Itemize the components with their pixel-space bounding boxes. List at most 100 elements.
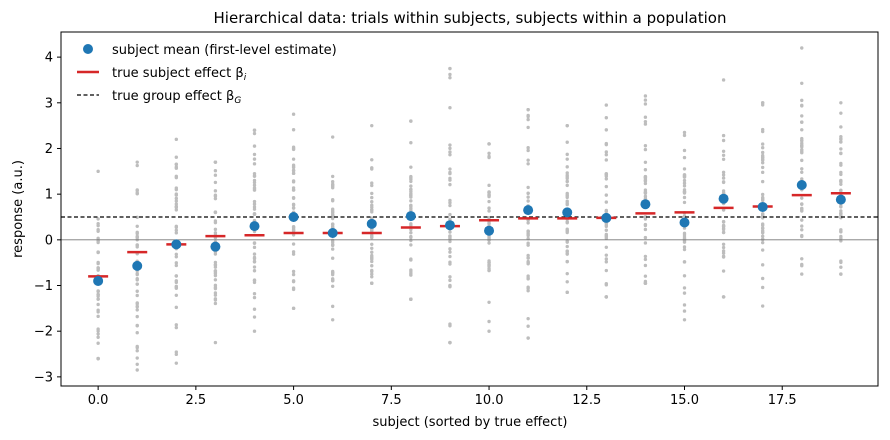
trial-point (643, 190, 648, 194)
trial-point (800, 170, 804, 174)
trial-point (448, 76, 452, 80)
trial-point (174, 323, 179, 327)
trial-point (643, 217, 648, 221)
trial-point (135, 278, 139, 282)
trial-point (330, 278, 335, 283)
trial-point (800, 257, 804, 261)
trial-point (800, 202, 804, 206)
trial-point (604, 193, 609, 197)
trial-point (526, 117, 530, 122)
trial-point (682, 309, 687, 313)
trial-point (565, 259, 569, 264)
trial-point (760, 129, 765, 134)
trial-point (565, 229, 569, 233)
trial-point (174, 174, 179, 178)
trial-point (604, 283, 609, 287)
trial-point (487, 263, 491, 267)
trial-point (409, 189, 413, 194)
trial-point (174, 325, 179, 330)
trial-point (409, 187, 413, 191)
plot-frame (60, 31, 879, 387)
trial-point (174, 225, 179, 230)
trial-point (604, 245, 609, 249)
trial-point (800, 143, 804, 148)
trial-point (135, 224, 139, 228)
trial-point (174, 162, 179, 167)
trial-point (643, 168, 648, 172)
trial-point (330, 271, 335, 275)
y-tick-label: 0 (45, 233, 53, 248)
trial-point (643, 119, 648, 124)
trial-point (330, 186, 335, 190)
trial-point (174, 202, 179, 206)
trial-point (448, 201, 452, 205)
trial-point (96, 297, 100, 301)
trial-point (839, 265, 843, 269)
y-tick-label: −2 (34, 325, 53, 340)
trial-point (213, 269, 218, 273)
trial-point (526, 199, 530, 203)
trial-point (174, 261, 179, 265)
trial-point (96, 236, 100, 240)
trial-point (682, 318, 687, 322)
trial-point (721, 153, 726, 158)
y-tick-label: 3 (45, 96, 53, 111)
trial-point (487, 268, 491, 272)
trial-point (604, 103, 609, 107)
trial-point (370, 208, 374, 212)
trial-point (604, 233, 609, 238)
trial-point (526, 158, 530, 162)
trial-point (643, 160, 648, 164)
y-tick-label: 1 (45, 188, 53, 203)
trial-point (448, 105, 452, 110)
legend-group-effect-label: true group effect βG (112, 89, 241, 106)
trial-point (252, 295, 257, 300)
trial-point (682, 167, 687, 171)
x-tick-label: 2.5 (186, 393, 207, 408)
trial-point (409, 174, 413, 179)
trial-point (800, 148, 804, 152)
trial-point (604, 268, 609, 273)
trial-point (330, 174, 335, 179)
trial-point (409, 272, 413, 276)
trial-point (760, 165, 765, 170)
trial-point (409, 199, 413, 203)
legend-group-effect-text: true group effect β (112, 89, 234, 104)
trial-point (174, 192, 179, 196)
trial-point (760, 276, 765, 281)
trial-point (487, 300, 491, 304)
trial-point (526, 285, 530, 289)
trial-point (409, 258, 413, 262)
trial-point (291, 128, 296, 132)
trial-point (682, 148, 687, 153)
trial-point (800, 167, 804, 171)
trial-point (487, 209, 491, 213)
subject-mean-point (366, 218, 377, 229)
trial-point (604, 128, 609, 132)
trial-point (174, 205, 179, 210)
trial-point (448, 230, 452, 234)
legend-true-effect-subscript: i (244, 73, 247, 83)
trial-point (682, 195, 687, 200)
trial-point (96, 260, 100, 265)
trial-point (526, 262, 530, 266)
trial-point (643, 257, 648, 262)
trial-point (760, 170, 765, 175)
trial-point (526, 191, 530, 196)
trial-point (135, 191, 139, 196)
trial-point (839, 136, 843, 141)
trial-point (174, 263, 179, 268)
trial-point (174, 196, 179, 201)
trial-point (448, 340, 452, 345)
trial-point (839, 236, 843, 240)
trial-point (721, 219, 726, 224)
trial-point (409, 140, 413, 145)
trial-point (252, 202, 257, 206)
trial-point (252, 307, 257, 311)
trial-point (760, 142, 765, 146)
trial-point (682, 303, 687, 307)
trial-point (409, 243, 413, 247)
trial-point (721, 249, 726, 253)
trial-point (409, 203, 413, 208)
